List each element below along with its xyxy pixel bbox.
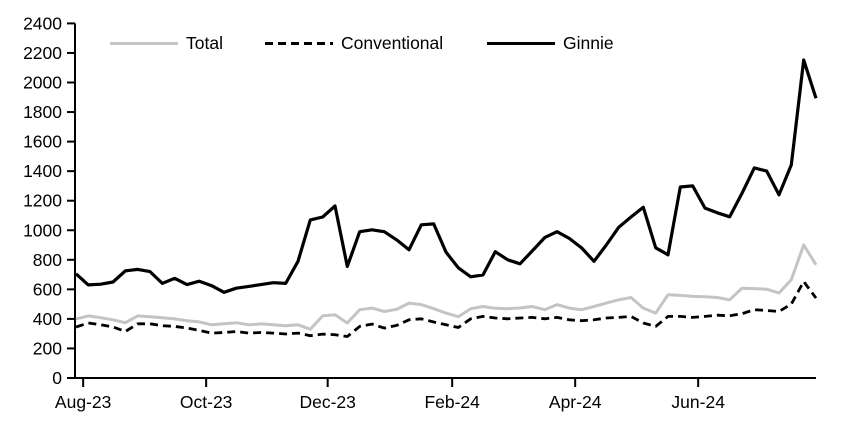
legend-label-conventional: Conventional [341,32,444,53]
y-tick-label: 2000 [23,73,62,93]
y-tick-label: 200 [33,338,62,358]
legend-label-total: Total [186,32,223,53]
y-tick-label: 2400 [23,13,62,33]
x-tick-label: Apr-24 [549,392,602,412]
x-tick-label: Feb-24 [424,392,480,412]
y-tick-label: 1200 [23,191,62,211]
y-tick-label: 1800 [23,102,62,122]
series-line-conventional [75,280,818,338]
x-tick-label: Dec-23 [299,392,355,412]
y-tick-label: 1600 [23,132,62,152]
y-tick-label: 2200 [23,43,62,63]
x-tick-label: Aug-23 [55,392,111,412]
y-tick-label: 800 [33,250,62,270]
chart-legend: Total Conventional Ginnie [0,30,852,56]
legend-item-total: Total [110,30,223,56]
x-tick-label: Jun-24 [671,392,725,412]
y-tick-label: 1000 [23,220,62,240]
ginnie-line-swatch-icon [487,41,555,45]
conventional-line-swatch-icon [265,41,333,45]
series-line-total [75,243,818,331]
x-tick-label: Oct-23 [180,392,233,412]
legend-item-ginnie: Ginnie [487,30,614,56]
y-tick-label: 0 [52,368,62,388]
series-line-ginnie [74,58,818,294]
y-tick-label: 1400 [23,161,62,181]
y-tick-label: 600 [33,279,62,299]
legend-item-conventional: Conventional [265,30,443,56]
legend-label-ginnie: Ginnie [563,32,614,53]
total-line-swatch-icon [110,41,178,45]
y-tick-label: 400 [33,309,62,329]
